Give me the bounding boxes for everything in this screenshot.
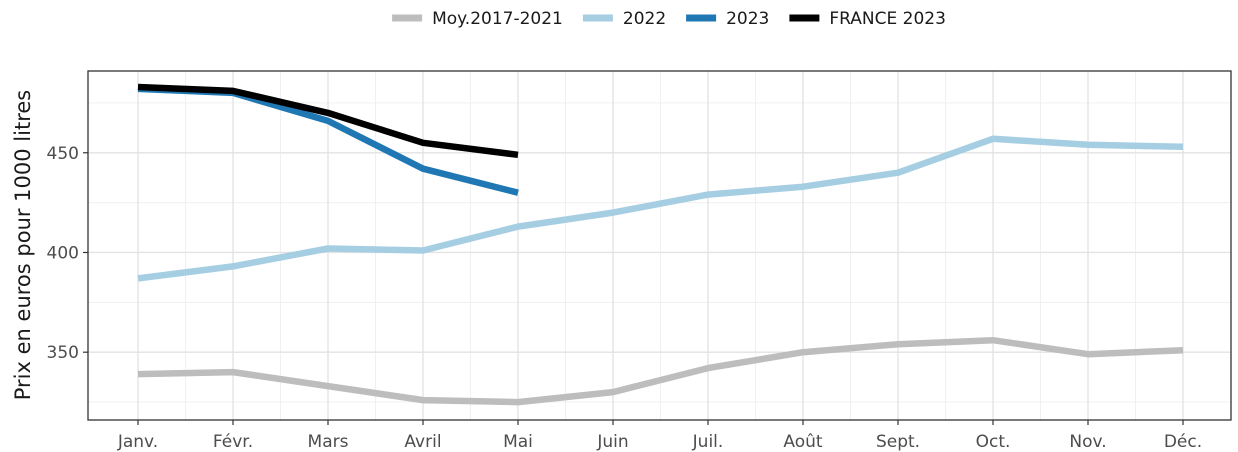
x-tick-label: Août: [783, 432, 823, 452]
plot-background: [88, 71, 1231, 420]
x-tick-label: Déc.: [1164, 432, 1202, 452]
x-tick-label: Juil.: [692, 432, 724, 452]
x-tick-label: Mai: [503, 432, 533, 452]
x-tick-label: Oct.: [976, 432, 1011, 452]
legend-label: FRANCE 2023: [829, 9, 946, 29]
legend: Moy.2017-2021 2022 2023 FRANCE 2023: [392, 9, 946, 29]
x-tick-label: Sept.: [876, 432, 920, 452]
legend-item: 2022: [582, 9, 666, 29]
x-tick-label: Juin: [596, 432, 628, 452]
y-tick-label: 450: [47, 144, 79, 164]
series-line-0: [137, 336, 1184, 406]
series-line-3: [137, 83, 519, 159]
y-axis-label: Prix en euros pour 1000 litres: [11, 90, 35, 401]
legend-label: 2023: [726, 9, 769, 29]
plot-border: [87, 70, 1232, 421]
legend-label: 2022: [623, 9, 666, 29]
x-tick-label: Avril: [404, 432, 441, 452]
series-line-1: [137, 135, 1184, 282]
series-lines: [137, 83, 1184, 406]
legend-item: FRANCE 2023: [789, 9, 946, 29]
y-tick-label: 400: [47, 243, 79, 263]
y-tick-label: 350: [47, 343, 79, 363]
x-tick-label: Janv.: [117, 432, 158, 452]
x-tick-label: Nov.: [1069, 432, 1106, 452]
legend-item: 2023: [686, 9, 769, 29]
plot-panel: [87, 70, 1232, 421]
legend-label: Moy.2017-2021: [432, 9, 563, 29]
x-tick-label: Févr.: [213, 432, 253, 452]
x-tick-label: Mars: [308, 432, 349, 452]
x-axis: Janv. Févr. Mars Avril Mai Juin Juil. Août Sept.…: [117, 420, 1202, 452]
legend-item: Moy.2017-2021: [392, 9, 563, 29]
y-axis: 350 400 450: [47, 144, 88, 363]
